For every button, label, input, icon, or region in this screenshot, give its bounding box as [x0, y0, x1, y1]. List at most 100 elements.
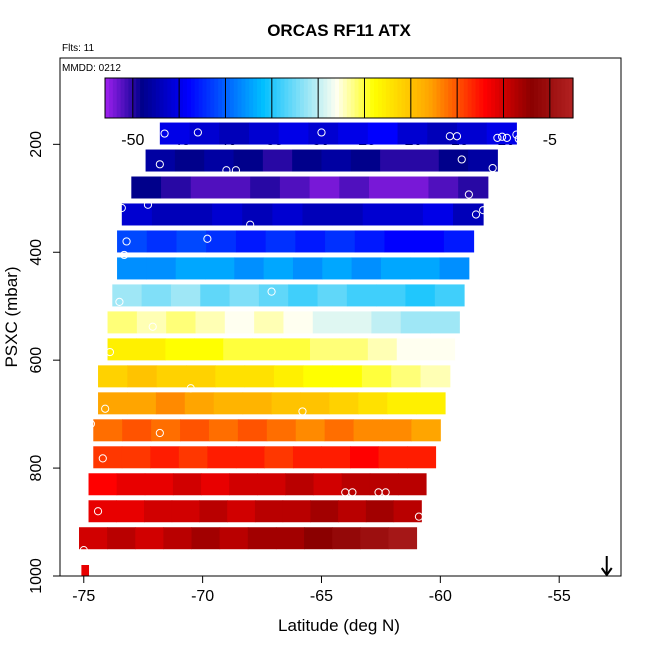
colorbar-segment	[518, 78, 523, 118]
colorbar-segment	[502, 78, 508, 118]
colorbar-segment	[424, 78, 430, 118]
colorbar-segment	[128, 78, 133, 118]
heatmap-cell	[392, 203, 424, 226]
heatmap-cell	[208, 419, 239, 442]
heatmap-cell	[438, 149, 469, 172]
heatmap-cell	[321, 446, 351, 469]
colorbar-segment	[346, 78, 352, 118]
heatmap-cell	[189, 122, 220, 145]
colorbar-segment	[335, 78, 340, 118]
colorbar-segment	[549, 78, 555, 118]
colorbar-segment	[471, 78, 477, 118]
observation-point	[479, 206, 488, 215]
observation-point	[148, 322, 157, 331]
heatmap-cell	[237, 419, 268, 442]
heatmap-cell	[380, 257, 411, 280]
heatmap-cell	[439, 257, 470, 280]
heatmap-cell	[185, 365, 216, 388]
heatmap-cell	[263, 257, 294, 280]
heatmap-cell	[204, 149, 235, 172]
heatmap-cell	[378, 446, 408, 469]
colorbar-segment	[436, 78, 441, 118]
colorbar-segment	[526, 78, 531, 118]
heatmap-cell	[229, 284, 260, 307]
colorbar-segment	[171, 78, 176, 118]
observation-point	[502, 133, 511, 142]
colorbar-segment	[307, 78, 313, 118]
heatmap-cell	[201, 473, 230, 496]
x-axis: -75 -70 -65 -60 -55	[72, 575, 571, 605]
colorbar-segment	[541, 78, 547, 118]
heatmap-cell	[213, 392, 244, 415]
x-tick-label: -70	[191, 588, 214, 605]
colorbar-tick-label: -5	[543, 132, 557, 149]
heatmap-cell	[292, 257, 323, 280]
y-tick-label: 800	[28, 455, 45, 482]
observation-point	[82, 553, 91, 562]
observation-point	[267, 287, 276, 296]
heatmap-cell	[79, 527, 108, 550]
colorbar-segment	[261, 78, 266, 118]
heatmap-cell	[332, 365, 363, 388]
heatmap-cell	[136, 338, 166, 361]
heatmap-cell	[430, 311, 460, 334]
heatmap-cell	[191, 527, 221, 550]
colorbar-segment	[225, 78, 231, 118]
colorbar-segment	[440, 78, 445, 118]
colorbar-segment	[202, 78, 207, 118]
heatmap-cell	[235, 230, 267, 253]
colorbar-segment	[370, 78, 375, 118]
heatmap-cell	[271, 392, 301, 415]
colorbar-segment	[545, 78, 551, 118]
observation-point	[407, 551, 416, 560]
arrow-head	[600, 567, 613, 577]
colorbar-segment	[530, 78, 535, 118]
heatmap-cell	[300, 392, 330, 415]
colorbar-segment	[463, 78, 469, 118]
heatmap-cell	[309, 176, 340, 199]
observation-point	[160, 129, 169, 138]
heatmap-cell	[369, 176, 400, 199]
heatmap-cell	[220, 176, 251, 199]
colorbar-segment	[385, 78, 391, 118]
heatmap-cell	[351, 257, 382, 280]
heatmap-cell	[224, 311, 255, 334]
heatmap-cell	[206, 230, 237, 253]
colorbar-tick-label: -50	[121, 132, 144, 149]
observation-point	[172, 551, 181, 560]
heatmap-cell	[325, 230, 356, 253]
heatmap-cell	[143, 500, 173, 523]
colorbar-segment	[534, 78, 539, 118]
heatmap-cell	[367, 338, 398, 361]
heatmap-cell	[339, 176, 370, 199]
observation-point	[143, 200, 153, 209]
colorbar-segment	[229, 78, 235, 118]
heatmap-cell	[358, 392, 388, 415]
heatmap-cell	[223, 338, 253, 361]
heatmap-cell	[428, 176, 459, 199]
heatmap-cell	[312, 311, 343, 334]
heatmap-cell	[346, 284, 377, 307]
colorbar-segment	[553, 78, 558, 118]
heatmap-cell	[324, 419, 355, 442]
colorbar-segment	[432, 78, 438, 118]
heatmap-cell	[369, 473, 399, 496]
heatmap-cell	[254, 311, 284, 334]
colorbar-segment	[132, 78, 137, 118]
heatmap-cell	[382, 419, 412, 442]
heatmap-cell	[420, 365, 451, 388]
heatmap-cell	[247, 527, 277, 550]
heatmap-cell	[332, 527, 361, 550]
heatmap-cell	[98, 392, 128, 415]
observation-point	[93, 507, 103, 516]
observation-point	[117, 203, 126, 213]
heatmap-cell	[165, 338, 195, 361]
heatmap-cell	[313, 473, 343, 496]
observation-point	[317, 550, 326, 559]
heatmap-cell	[161, 176, 192, 199]
colorbar-segment	[378, 78, 383, 118]
colorbar-segment	[358, 78, 363, 118]
heatmap-cell	[376, 284, 406, 307]
heatmap-cell	[321, 149, 352, 172]
heatmap-cell	[278, 122, 309, 145]
